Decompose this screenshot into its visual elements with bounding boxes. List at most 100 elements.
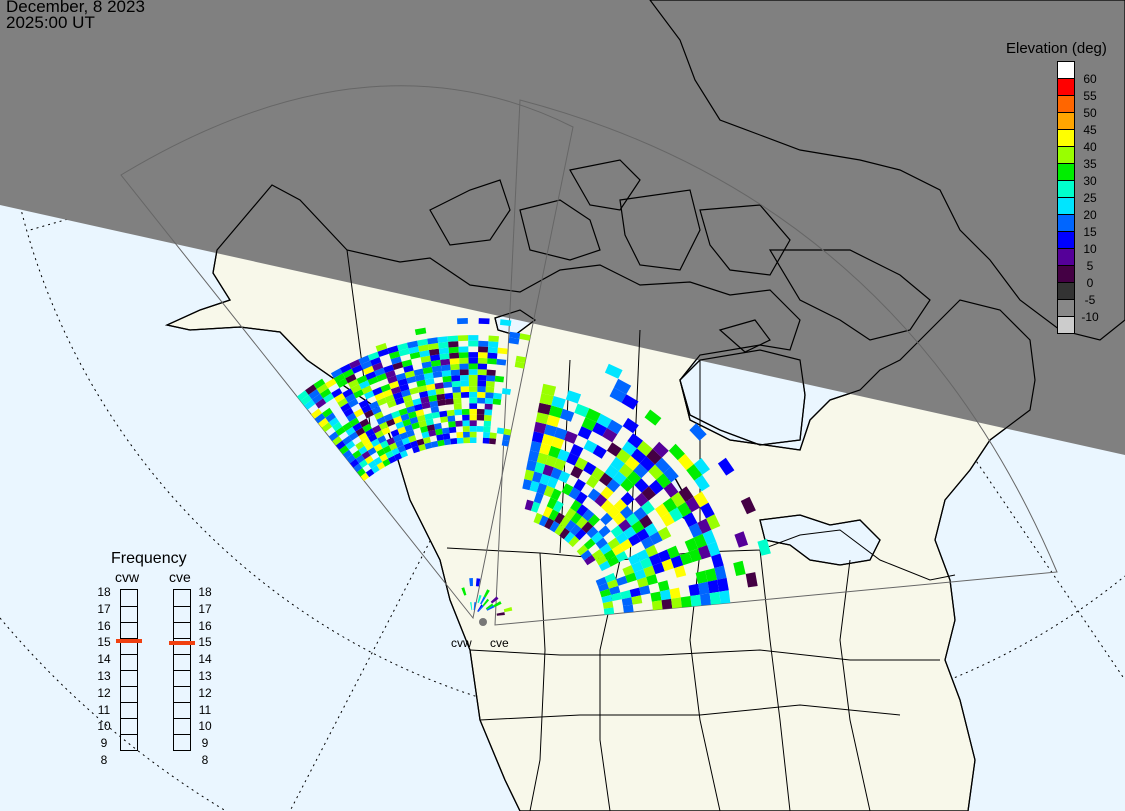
radar-cell (383, 413, 394, 422)
radar-cell (488, 341, 499, 348)
radar-cell (362, 423, 372, 433)
radar-cell (463, 431, 470, 438)
radar-cell (351, 364, 363, 374)
radar-cell (468, 363, 478, 370)
radar-cell (645, 544, 658, 558)
radar-cell (357, 468, 366, 477)
radar-cell (574, 528, 587, 541)
radar-cell (421, 361, 432, 369)
radar-cell (688, 522, 703, 538)
radar-cell (597, 582, 610, 592)
radar-cell (490, 596, 499, 604)
radar-cell (485, 386, 495, 393)
radar-cell (369, 400, 380, 410)
radar-cell (337, 397, 348, 408)
frequency-scale-left: 18 17 16 15 14 13 12 11 10 9 8 (97, 584, 111, 769)
radar-cell (622, 565, 635, 576)
radar-cell (374, 411, 384, 420)
radar-cell (456, 431, 464, 438)
radar-cell (609, 387, 627, 403)
site-label-cvw: cvw (451, 636, 472, 650)
radar-cell (441, 364, 451, 372)
radar-cell (530, 501, 541, 513)
radar-cell (669, 507, 684, 522)
greenland-coastline (649, 0, 1125, 341)
radar-cell (431, 365, 442, 373)
radar-cell (458, 346, 469, 353)
radar-cell (685, 496, 701, 513)
radar-cell (700, 502, 715, 519)
radar-cell (493, 601, 502, 608)
radar-cell (585, 408, 601, 423)
radar-cell (367, 351, 380, 361)
radar-cell (717, 577, 729, 592)
radar-cell (469, 403, 478, 409)
radar-cell (570, 512, 583, 525)
radar-cell (469, 391, 478, 398)
radar-cell (353, 389, 364, 399)
radar-cell (477, 380, 487, 387)
radar-cell (477, 605, 484, 613)
radar-cell (384, 394, 395, 403)
legend-label: -10 (1081, 310, 1099, 324)
radar-cell (435, 388, 445, 395)
radar-cell (395, 439, 404, 448)
radar-cell (477, 391, 486, 398)
radar-cell (740, 496, 756, 515)
radar-cell (599, 543, 612, 555)
frequency-cell (121, 654, 137, 670)
radar-cell (424, 413, 433, 421)
radar-cell (404, 370, 415, 379)
radar-cell (406, 429, 415, 438)
radar-cell (438, 347, 450, 355)
radar-cell (390, 429, 400, 438)
radar-cell (355, 427, 366, 437)
legend-label: 25 (1083, 191, 1097, 205)
frequency-cell (174, 622, 190, 638)
radar-cell (470, 602, 473, 611)
radar-cell (430, 354, 441, 362)
state-line (479, 704, 901, 721)
radar-cell (430, 359, 441, 367)
radar-cell (606, 442, 622, 457)
elevation-scale-labels: 60 55 50 45 40 35 30 25 20 15 10 5 0 -5 -10 (1078, 71, 1102, 326)
legend-label: 60 (1083, 72, 1097, 86)
radar-cell (661, 558, 674, 572)
radar-cell (548, 445, 561, 459)
radar-cell (587, 488, 601, 502)
radar-cell (460, 374, 469, 381)
great-lakes (759, 514, 881, 566)
radar-cell (693, 491, 709, 508)
radar-cell (374, 367, 386, 377)
radar-cell (345, 440, 356, 450)
radar-cell (297, 390, 309, 401)
radar-cell (345, 393, 356, 403)
radar-cell (428, 394, 438, 402)
radar-cell (621, 441, 637, 456)
arctic-island (619, 189, 701, 271)
radar-cell (469, 426, 477, 432)
radar-fov (120, 85, 1058, 626)
legend-swatch (1057, 249, 1075, 266)
radar-cell (616, 575, 628, 586)
radar-cell (364, 409, 374, 419)
radar-cell (469, 397, 478, 404)
radar-cell (342, 435, 352, 446)
radar-cell (677, 502, 692, 518)
frequency-tick-label: 16 (198, 618, 212, 633)
radar-cell (657, 526, 672, 541)
radar-cell (484, 414, 492, 422)
radar-cell (334, 393, 346, 403)
radar-cell (477, 604, 483, 612)
radar-cell (416, 438, 425, 446)
radar-cell (355, 441, 365, 450)
radar-cell (460, 391, 470, 398)
cve-fov-outline (494, 99, 1058, 626)
radar-cell (392, 391, 403, 400)
frequency-tick-label: 18 (198, 585, 212, 599)
radar-cell (406, 376, 417, 384)
radar-cell (421, 431, 430, 439)
arctic-island (519, 199, 601, 261)
radar-cell (583, 461, 597, 476)
